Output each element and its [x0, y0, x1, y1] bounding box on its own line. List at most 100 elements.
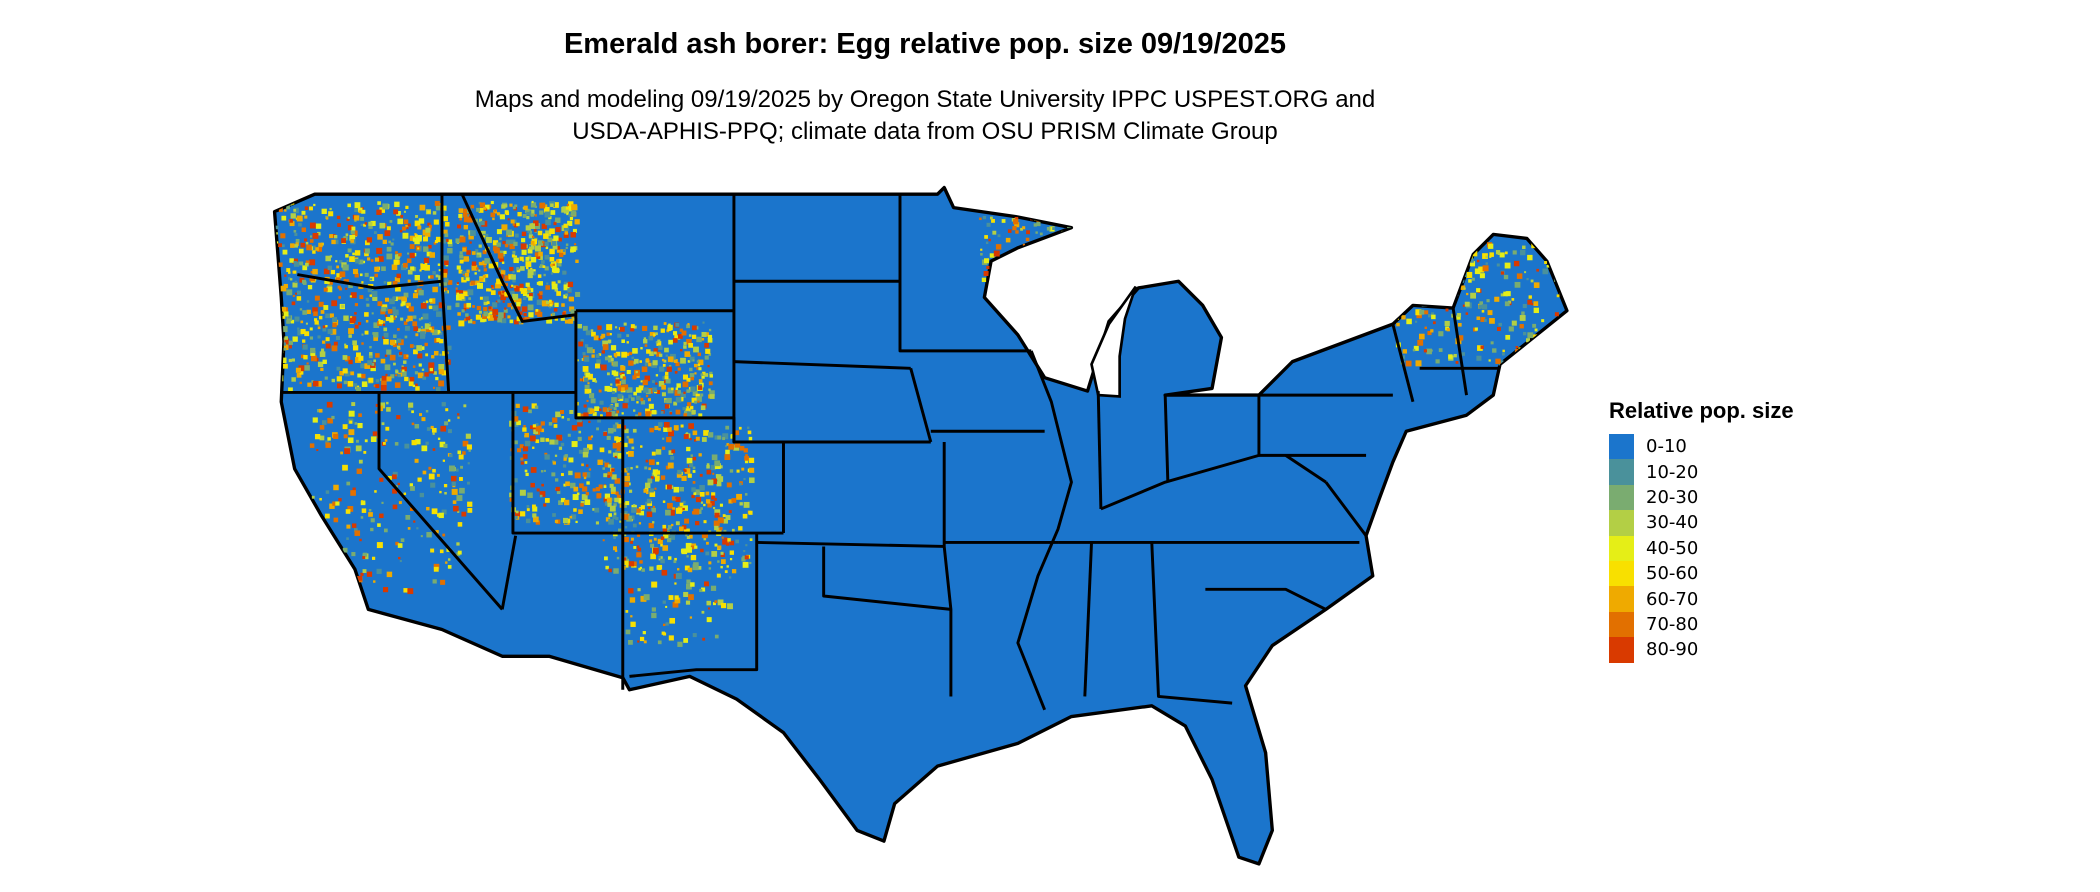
hotspot-cell	[630, 324, 635, 329]
hotspot-cell	[562, 270, 567, 275]
hotspot-cell	[564, 231, 569, 235]
hotspot-cell	[717, 599, 724, 606]
hotspot-cell	[1169, 229, 1172, 232]
hotspot-cell	[425, 227, 431, 233]
hotspot-cell	[1546, 264, 1550, 268]
hotspot-cell	[314, 295, 320, 301]
hotspot-cell	[633, 409, 636, 412]
hotspot-cell	[638, 567, 642, 571]
hotspot-cell	[698, 379, 703, 383]
hotspot-cell	[526, 505, 530, 508]
hotspot-cell	[422, 376, 427, 380]
hotspot-cell	[358, 459, 363, 464]
hotspot-cell	[336, 383, 342, 389]
hotspot-cell	[559, 252, 564, 258]
hotspot-cell	[1096, 252, 1100, 256]
hotspot-cell	[739, 445, 745, 451]
hotspot-cell	[555, 268, 560, 273]
hotspot-cell	[404, 443, 410, 449]
hotspot-cell	[1081, 269, 1086, 274]
hotspot-cell	[286, 289, 293, 296]
hotspot-cell	[464, 318, 467, 322]
hotspot-cell	[511, 284, 514, 287]
hotspot-cell	[480, 230, 486, 237]
hotspot-cell	[574, 472, 581, 479]
hotspot-cell	[986, 265, 990, 270]
hotspot-cell	[1550, 346, 1555, 351]
hotspot-cell	[612, 361, 618, 367]
hotspot-cell	[408, 381, 414, 387]
hotspot-cell	[688, 342, 694, 348]
hotspot-cell	[354, 202, 361, 208]
hotspot-cell	[294, 280, 298, 284]
hotspot-cell	[390, 242, 394, 246]
hotspot-cell	[682, 500, 686, 504]
hotspot-cell	[618, 528, 622, 533]
hotspot-cell	[467, 501, 473, 507]
hotspot-cell	[653, 333, 656, 336]
hotspot-cell	[742, 561, 749, 568]
hotspot-cell	[281, 215, 287, 221]
hotspot-cell	[690, 386, 696, 392]
hotspot-cell	[1110, 252, 1114, 256]
hotspot-cell	[423, 257, 430, 264]
hotspot-cell	[409, 244, 415, 249]
hotspot-cell	[569, 296, 575, 302]
hotspot-cell	[544, 266, 549, 271]
hotspot-cell	[348, 328, 354, 334]
legend-label: 40-50	[1646, 537, 1699, 559]
hotspot-cell	[401, 371, 407, 377]
hotspot-cell	[306, 300, 310, 303]
hotspot-cell	[372, 431, 378, 436]
hotspot-cell	[702, 321, 705, 324]
hotspot-cell	[686, 389, 690, 393]
hotspot-cell	[591, 331, 596, 337]
hotspot-cell	[563, 223, 568, 228]
state-border	[511, 392, 784, 535]
hotspot-cell	[688, 594, 694, 600]
hotspot-cell	[463, 404, 467, 408]
legend-label: 80-90	[1646, 639, 1699, 661]
hotspot-cell	[415, 386, 420, 391]
hotspot-cell	[520, 288, 527, 294]
hotspot-cell	[509, 239, 516, 246]
hotspot-cell	[274, 225, 279, 230]
hotspot-cell	[498, 267, 501, 270]
hotspot-cell	[725, 515, 731, 521]
hotspot-cell	[1393, 304, 1400, 311]
hotspot-cell	[335, 335, 340, 340]
hotspot-cell	[648, 403, 654, 409]
hotspot-cell	[1173, 239, 1180, 246]
hotspot-cell	[440, 579, 446, 585]
hotspot-cell	[1169, 270, 1174, 274]
hotspot-cell	[1566, 265, 1567, 269]
hotspot-cell	[347, 381, 354, 387]
hotspot-cell	[694, 438, 697, 442]
hotspot-cell	[288, 271, 291, 274]
hotspot-cell	[461, 511, 467, 517]
hotspot-cell	[351, 552, 356, 557]
hotspot-cell	[554, 454, 558, 457]
hotspot-cell	[668, 339, 673, 345]
hotspot-cell	[312, 250, 316, 254]
hotspot-cell	[628, 438, 634, 444]
hotspot-cell	[603, 497, 609, 503]
hotspot-cell	[310, 350, 316, 356]
hotspot-cell	[370, 518, 375, 523]
hotspot-cell	[428, 322, 432, 325]
hotspot-cell	[351, 316, 357, 321]
hotspot-cell	[500, 270, 506, 275]
hotspot-cell	[716, 573, 721, 578]
hotspot-cell	[527, 492, 533, 499]
hotspot-cell	[359, 273, 363, 277]
hotspot-cell	[1093, 266, 1099, 273]
hotspot-cell	[592, 378, 597, 382]
hotspot-cell	[701, 610, 705, 614]
hotspot-cell	[609, 405, 614, 409]
hotspot-cell	[1101, 218, 1105, 221]
hotspot-cell	[1009, 273, 1014, 278]
hotspot-cell	[657, 339, 661, 343]
hotspot-cell	[708, 388, 711, 391]
hotspot-cell	[1495, 250, 1501, 255]
hotspot-cell	[1033, 223, 1037, 227]
